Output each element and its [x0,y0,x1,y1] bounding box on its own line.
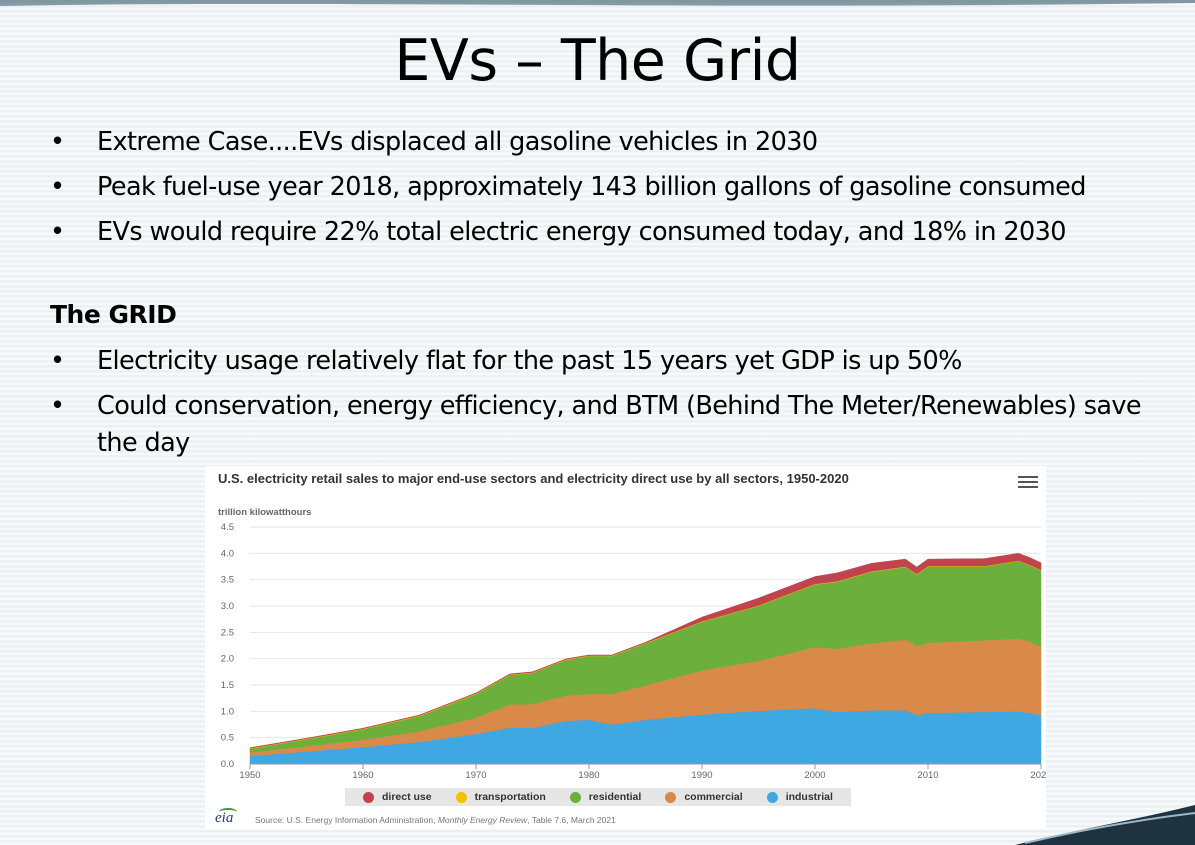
bullet-item: • Electricity usage relatively flat for … [50,339,1190,384]
bullet-item: • Extreme Case....EVs displaced all gaso… [50,120,1190,165]
bullet-glyph: • [50,217,65,247]
legend-item-residential[interactable]: residential [569,791,642,803]
y-tick-label: 1.0 [221,706,234,717]
legend-label: direct use [382,791,432,803]
bullet-glyph: • [50,346,65,376]
legend-swatch [569,791,581,803]
chart-card: U.S. electricity retail sales to major e… [205,466,1046,829]
x-tick-label: 2020 [1030,770,1046,781]
legend-swatch [766,791,778,803]
y-tick-label: 0.5 [221,733,234,744]
chart-source-note: Source: U.S. Energy Information Administ… [255,815,616,825]
x-tick-label: 1990 [691,770,712,781]
y-tick-label: 1.5 [221,680,234,691]
legend-swatch [665,791,677,803]
chart-legend: direct use transportation residential co… [345,788,851,806]
chart-title: U.S. electricity retail sales to major e… [218,471,849,486]
top-decoration [0,0,1195,6]
legend-item-industrial[interactable]: industrial [766,791,833,803]
bullet-item: • Could conservation, energy efficiency,… [50,388,1190,462]
legend-label: residential [588,791,642,803]
area-series-direct-use[interactable] [249,553,1042,749]
y-tick-label: 4.5 [221,522,234,533]
x-tick-label: 1960 [352,770,373,781]
x-tick-label: 1970 [465,770,486,781]
bullet-text: Electricity usage relatively flat for th… [97,346,962,376]
bullet-text: Could conservation, energy efficiency, a… [97,391,1142,458]
x-tick-label: 2000 [804,770,825,781]
y-tick-label: 3.0 [221,601,234,612]
y-tick-label: 3.5 [221,575,234,586]
bullet-glyph: • [50,127,65,157]
legend-label: transportation [474,791,546,803]
x-tick-label: 1950 [239,770,260,781]
legend-label: industrial [785,791,833,803]
top-bullet-list: • Extreme Case....EVs displaced all gaso… [50,120,1190,255]
chart-menu-icon[interactable] [1018,476,1038,490]
bullet-text: Peak fuel-use year 2018, approximately 1… [97,172,1086,202]
legend-item-direct-use[interactable]: direct use [363,791,432,803]
section-heading: The GRID [50,300,177,329]
y-tick-label: 2.5 [221,627,234,638]
bullet-glyph: • [50,172,65,202]
stacked-area-chart: 0.0 0.5 1.0 1.5 2.0 2.5 3.0 3.5 4.0 4.5 1950 1960 19… [221,522,1046,781]
corner-decoration [1015,805,1195,845]
legend-item-commercial[interactable]: commercial [665,791,743,803]
slide-title: EVs – The Grid [394,28,801,94]
legend-swatch [455,791,467,803]
eia-logo: eia [215,808,237,827]
legend-item-transportation[interactable]: transportation [455,791,546,803]
bullet-item: • EVs would require 22% total electric e… [50,210,1190,255]
x-tick-label: 1980 [578,770,599,781]
y-tick-label: 2.0 [221,654,234,665]
y-tick-label: 0.0 [221,759,234,770]
bullet-glyph: • [50,391,65,421]
y-tick-label: 4.0 [221,548,234,559]
legend-label: commercial [684,791,743,803]
chart-unit-label: trillion kilowatthours [218,507,312,518]
bullet-item: • Peak fuel-use year 2018, approximately… [50,165,1190,210]
bullet-text: Extreme Case....EVs displaced all gasoli… [97,127,818,157]
grid-bullet-list: • Electricity usage relatively flat for … [50,339,1190,462]
legend-swatch [363,791,374,803]
bullet-text: EVs would require 22% total electric ene… [97,217,1067,247]
x-tick-label: 2010 [917,770,938,781]
